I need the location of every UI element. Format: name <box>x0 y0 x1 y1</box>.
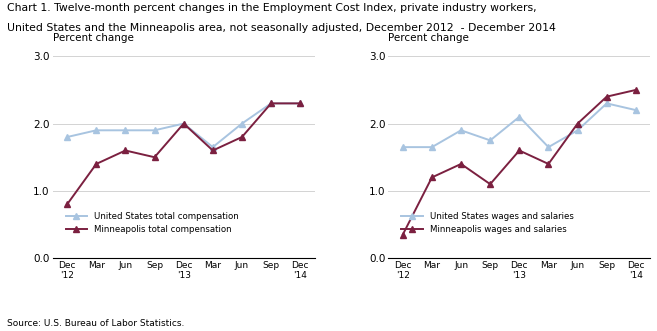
United States total compensation <box>122 128 129 132</box>
Minneapolis wages and salaries <box>632 88 640 92</box>
Minneapolis total compensation <box>122 149 129 153</box>
United States wages and salaries <box>428 145 436 149</box>
United States wages and salaries <box>632 108 640 112</box>
United States wages and salaries <box>515 115 523 119</box>
Minneapolis total compensation <box>63 202 71 206</box>
United States total compensation <box>267 101 275 105</box>
United States total compensation <box>150 128 158 132</box>
United States total compensation <box>296 101 304 105</box>
United States wages and salaries <box>399 145 407 149</box>
Text: Chart 1. Twelve-month percent changes in the Employment Cost Index, private indu: Chart 1. Twelve-month percent changes in… <box>7 3 536 13</box>
Line: Minneapolis total compensation: Minneapolis total compensation <box>64 101 303 207</box>
United States wages and salaries <box>486 138 494 142</box>
Minneapolis total compensation <box>180 121 188 125</box>
United States total compensation <box>238 121 246 125</box>
Minneapolis total compensation <box>150 155 158 159</box>
United States total compensation <box>63 135 71 139</box>
Text: Percent change: Percent change <box>388 33 469 43</box>
Line: United States total compensation: United States total compensation <box>64 101 303 150</box>
Minneapolis total compensation <box>238 135 246 139</box>
Minneapolis total compensation <box>267 101 275 105</box>
Legend: United States wages and salaries, Minneapolis wages and salaries: United States wages and salaries, Minnea… <box>397 209 577 238</box>
Text: Percent change: Percent change <box>53 33 133 43</box>
United States wages and salaries <box>457 128 465 132</box>
United States wages and salaries <box>545 145 553 149</box>
United States wages and salaries <box>574 128 581 132</box>
Minneapolis total compensation <box>296 101 304 105</box>
Legend: United States total compensation, Minneapolis total compensation: United States total compensation, Minnea… <box>62 209 242 238</box>
Minneapolis wages and salaries <box>545 162 553 166</box>
Line: Minneapolis wages and salaries: Minneapolis wages and salaries <box>400 87 639 237</box>
Text: Source: U.S. Bureau of Labor Statistics.: Source: U.S. Bureau of Labor Statistics. <box>7 319 184 328</box>
Text: United States and the Minneapolis area, not seasonally adjusted, December 2012  : United States and the Minneapolis area, … <box>7 23 555 33</box>
Minneapolis wages and salaries <box>515 149 523 153</box>
Minneapolis wages and salaries <box>574 121 581 125</box>
United States total compensation <box>209 145 217 149</box>
United States total compensation <box>93 128 101 132</box>
Minneapolis wages and salaries <box>486 182 494 186</box>
Minneapolis wages and salaries <box>399 233 407 237</box>
Minneapolis total compensation <box>209 149 217 153</box>
Minneapolis total compensation <box>93 162 101 166</box>
Minneapolis wages and salaries <box>457 162 465 166</box>
United States total compensation <box>180 121 188 125</box>
Minneapolis wages and salaries <box>428 175 436 179</box>
Line: United States wages and salaries: United States wages and salaries <box>400 101 639 150</box>
Minneapolis wages and salaries <box>602 95 610 99</box>
United States wages and salaries <box>602 101 610 105</box>
